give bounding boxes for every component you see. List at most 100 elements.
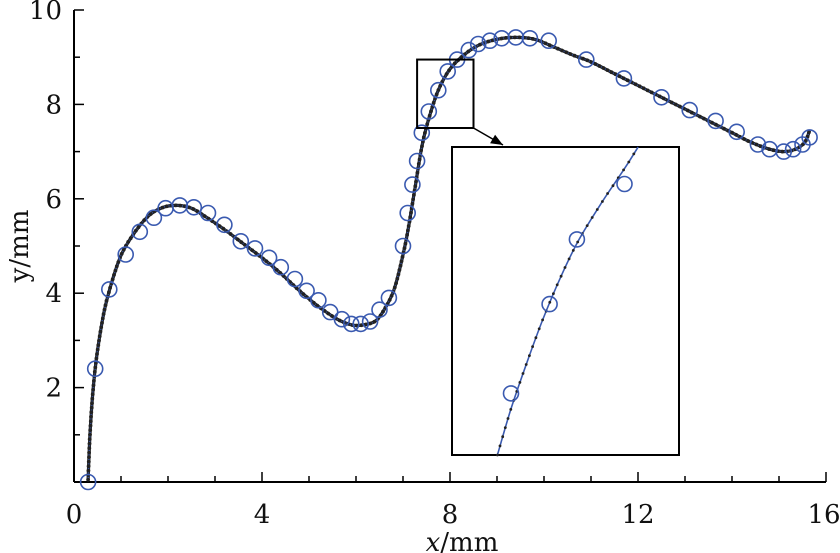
curve-dot bbox=[478, 42, 482, 47]
curve-dot bbox=[363, 322, 368, 327]
curve-dot bbox=[597, 64, 602, 68]
x-tick-label: 4 bbox=[254, 500, 271, 530]
data-marker bbox=[615, 70, 633, 87]
dot-guide bbox=[88, 37, 810, 479]
curve-dot bbox=[429, 109, 433, 114]
inset-dot bbox=[537, 327, 541, 331]
curve-dot bbox=[767, 147, 771, 152]
curve-dot bbox=[97, 334, 102, 339]
data-marker bbox=[394, 237, 412, 255]
curve-dot bbox=[94, 356, 99, 361]
curve-dot bbox=[444, 72, 449, 76]
curve-dot bbox=[593, 62, 598, 66]
curve-dot bbox=[637, 84, 642, 89]
data-marker bbox=[260, 249, 278, 267]
data-marker bbox=[469, 35, 487, 53]
curve-dot bbox=[419, 148, 423, 153]
curve-dot bbox=[447, 68, 451, 73]
curve-dot bbox=[221, 226, 226, 231]
curve-dot bbox=[425, 122, 430, 127]
inset-dot bbox=[606, 192, 609, 195]
data-marker bbox=[653, 89, 670, 106]
curve-dot bbox=[91, 387, 95, 392]
data-marker bbox=[577, 51, 595, 68]
curve-dot bbox=[95, 347, 100, 352]
inset-dot bbox=[518, 381, 522, 384]
curve-dot bbox=[104, 298, 109, 303]
inset-dot bbox=[541, 318, 544, 322]
inset-dot bbox=[509, 408, 513, 411]
data-marker bbox=[408, 152, 426, 170]
curve-dot bbox=[90, 401, 94, 406]
inset-marker bbox=[568, 231, 586, 248]
curve-dot bbox=[526, 36, 531, 40]
curve-dot bbox=[486, 39, 491, 44]
curve-dot bbox=[195, 209, 200, 214]
data-marker bbox=[507, 29, 525, 46]
curve-dot bbox=[459, 55, 464, 60]
curve-dot bbox=[702, 116, 706, 121]
x-tick-label: 16 bbox=[807, 500, 840, 530]
curve-dot bbox=[128, 236, 133, 241]
curve-dot bbox=[605, 68, 610, 72]
curve-dot bbox=[148, 212, 153, 216]
curve-dot bbox=[395, 276, 400, 281]
data-marker bbox=[460, 41, 478, 59]
curve-dot bbox=[581, 56, 585, 61]
inset-dot bbox=[585, 224, 589, 228]
curve-dot bbox=[543, 41, 548, 46]
curve-dot bbox=[617, 74, 622, 79]
curve-dot bbox=[96, 343, 101, 347]
curve-dot bbox=[397, 268, 402, 272]
curve-dot bbox=[714, 122, 718, 127]
curve-dot bbox=[101, 312, 106, 316]
curve-dot bbox=[409, 210, 413, 215]
data-marker bbox=[493, 29, 511, 47]
curve-dot bbox=[402, 246, 407, 251]
inset-dot bbox=[528, 354, 531, 357]
curve-dot bbox=[677, 104, 682, 109]
curve-dot bbox=[416, 161, 421, 166]
curve-dot bbox=[556, 46, 560, 51]
curve-dot bbox=[235, 237, 240, 242]
curve-dot bbox=[657, 94, 662, 99]
curve-dot bbox=[173, 203, 178, 208]
curve-dot bbox=[746, 139, 750, 143]
curve-dot bbox=[337, 318, 342, 323]
y-tick-label: 2 bbox=[45, 374, 62, 404]
curve-dot bbox=[113, 268, 118, 273]
curve-dot bbox=[89, 414, 93, 419]
curve-dot bbox=[86, 459, 91, 464]
data-marker bbox=[404, 176, 421, 193]
curve-dot bbox=[368, 321, 373, 326]
curve-dot bbox=[103, 303, 108, 308]
data-marker bbox=[749, 136, 767, 153]
curve-dot bbox=[93, 365, 98, 370]
curve-dot bbox=[102, 307, 107, 312]
inset-dot bbox=[611, 184, 615, 188]
curve-dot bbox=[412, 193, 416, 197]
curve-dot bbox=[413, 184, 418, 189]
y-tick-label: 6 bbox=[45, 185, 62, 215]
series-line-bold bbox=[86, 35, 812, 480]
curve-dot bbox=[633, 82, 638, 87]
curve-dot bbox=[394, 281, 398, 285]
inset-dot bbox=[501, 435, 505, 439]
y-tick-label: 10 bbox=[29, 0, 62, 26]
curve-dot bbox=[685, 108, 690, 113]
inset-content bbox=[496, 146, 639, 457]
curve-dot bbox=[86, 468, 91, 473]
inset-dot bbox=[559, 274, 563, 278]
curve-dot bbox=[431, 100, 436, 105]
x-tick-label: 8 bbox=[442, 500, 459, 530]
curve-dot bbox=[641, 86, 646, 91]
inset-dot bbox=[534, 336, 538, 340]
curve-dot bbox=[649, 90, 654, 95]
curve-dot bbox=[202, 214, 207, 219]
curve-dot bbox=[315, 303, 320, 308]
curve-dot bbox=[415, 170, 420, 175]
curve-dot bbox=[86, 477, 90, 482]
curve-dot bbox=[87, 455, 91, 459]
curve-dot bbox=[417, 157, 422, 162]
data-marker bbox=[361, 313, 379, 330]
